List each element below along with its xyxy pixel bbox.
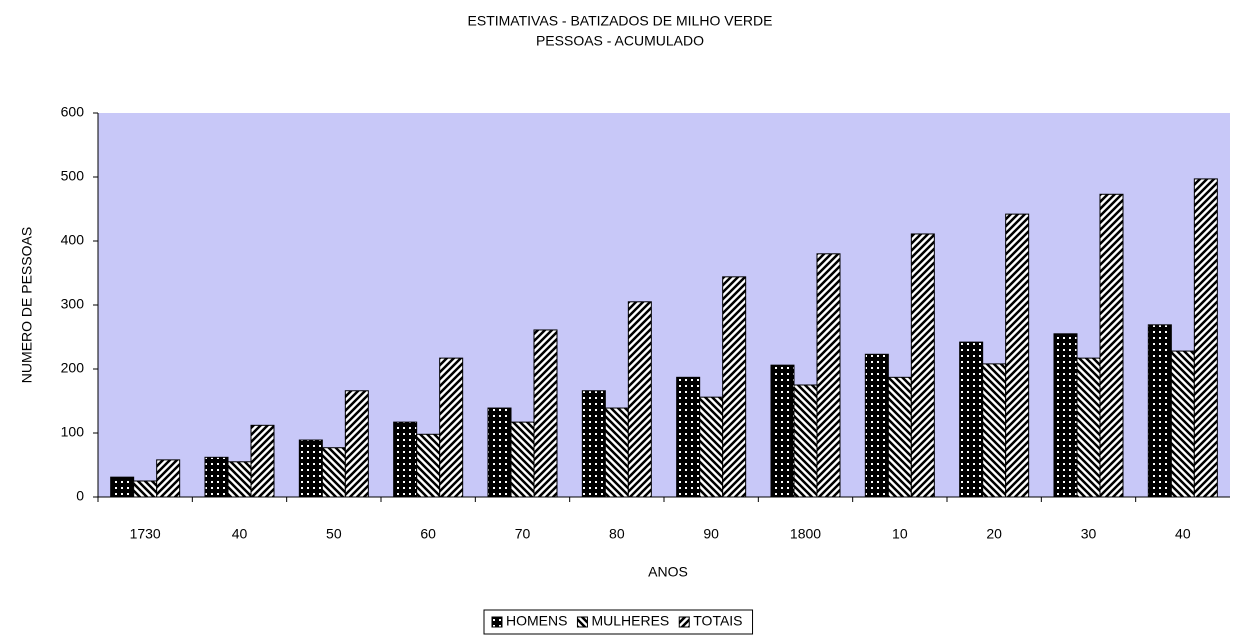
y-tick-label: 0 xyxy=(76,488,84,504)
bar xyxy=(1099,193,1124,498)
bar xyxy=(156,459,181,498)
bar xyxy=(982,363,1007,498)
bar xyxy=(250,424,275,498)
bar xyxy=(344,390,369,498)
bar xyxy=(604,407,629,498)
bar xyxy=(510,421,535,498)
x-tick-label: 40 xyxy=(232,526,248,542)
legend-swatch xyxy=(491,616,503,628)
plot-area xyxy=(98,113,1230,497)
y-tick-label: 500 xyxy=(61,168,85,184)
x-tick-label: 20 xyxy=(986,526,1002,542)
y-tick-label: 300 xyxy=(61,296,85,312)
bar xyxy=(1193,178,1218,498)
bar xyxy=(770,364,795,498)
y-tick-label: 600 xyxy=(61,104,85,120)
x-tick-label: 30 xyxy=(1081,526,1097,542)
bar xyxy=(133,480,158,498)
bar xyxy=(864,353,889,498)
bar xyxy=(816,253,841,498)
bar xyxy=(1076,357,1101,498)
bar xyxy=(627,301,652,498)
y-tick-label: 100 xyxy=(61,424,85,440)
bar xyxy=(1170,350,1195,498)
legend-swatch xyxy=(576,616,588,628)
x-tick-label: 40 xyxy=(1175,526,1191,542)
bar xyxy=(227,461,252,498)
bar xyxy=(1053,333,1078,498)
chart-subtitle: PESSOAS - ACUMULADO xyxy=(536,33,704,49)
x-tick-label: 60 xyxy=(420,526,436,542)
legend-swatch xyxy=(678,616,690,628)
legend-label: MULHERES xyxy=(591,613,669,629)
x-tick-label: 1730 xyxy=(130,526,161,542)
bar xyxy=(1005,213,1030,498)
bar xyxy=(910,233,935,498)
bar xyxy=(110,476,135,498)
bar xyxy=(959,341,984,498)
bar xyxy=(204,456,229,498)
y-tick-label: 400 xyxy=(61,232,85,248)
x-tick-label: 1800 xyxy=(790,526,821,542)
legend-box xyxy=(483,609,754,635)
x-axis-label: ANOS xyxy=(648,564,688,580)
bar xyxy=(887,376,912,498)
bar xyxy=(699,396,724,498)
x-tick-label: 90 xyxy=(703,526,719,542)
chart-title: ESTIMATIVAS - BATIZADOS DE MILHO VERDE xyxy=(468,13,773,29)
bar xyxy=(416,433,441,498)
bar xyxy=(722,276,747,498)
legend-label: HOMENS xyxy=(506,613,567,629)
bar xyxy=(439,357,464,498)
y-tick-label: 200 xyxy=(61,360,85,376)
bar xyxy=(533,329,558,498)
bar xyxy=(581,390,606,498)
bar xyxy=(676,376,701,498)
bar xyxy=(487,407,512,498)
y-axis-label: NUMERO DE PESSOAS xyxy=(19,227,35,383)
bar xyxy=(298,439,323,498)
x-tick-label: 50 xyxy=(326,526,342,542)
bar xyxy=(1147,324,1172,498)
bar xyxy=(321,447,346,498)
legend-label: TOTAIS xyxy=(693,613,742,629)
bar xyxy=(793,384,818,498)
x-tick-label: 70 xyxy=(515,526,531,542)
x-tick-label: 10 xyxy=(892,526,908,542)
x-tick-label: 80 xyxy=(609,526,625,542)
bar xyxy=(393,421,418,498)
